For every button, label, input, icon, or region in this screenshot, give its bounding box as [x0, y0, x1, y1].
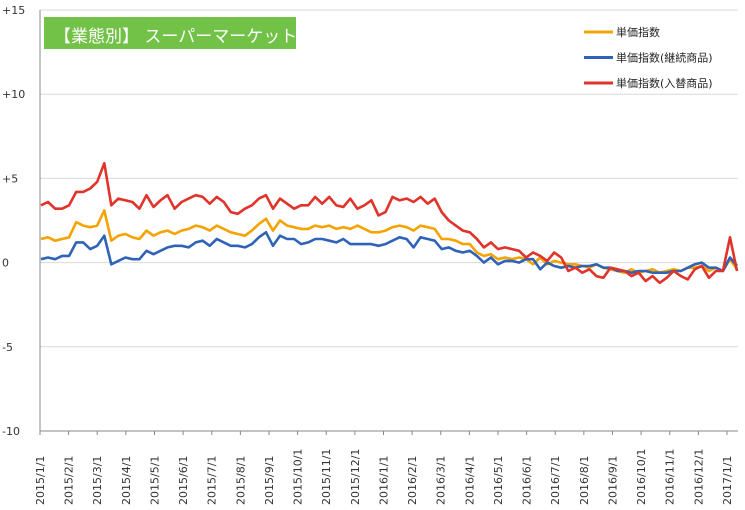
- x-tick-label: 2015/5/1: [148, 456, 161, 505]
- y-tick-label: 0: [2, 257, 9, 270]
- x-tick-label: 2016/10/1: [635, 449, 648, 505]
- y-tick-label: -5: [2, 341, 13, 354]
- x-tick-label: 2015/8/1: [234, 456, 247, 505]
- x-tick-label: 2015/12/1: [349, 449, 362, 505]
- series-line-2: [40, 161, 739, 285]
- y-tick-label: +15: [2, 4, 25, 17]
- x-tick-label: 2016/12/1: [692, 449, 705, 505]
- y-axis: +15 +10 +5 0 -5 -10: [2, 4, 738, 438]
- y-tick-label: +5: [2, 172, 18, 185]
- x-tick-label: 2015/10/1: [292, 449, 305, 505]
- x-tick-label: 2016/8/1: [578, 456, 591, 505]
- x-tick-label: 2016/5/1: [492, 456, 505, 505]
- chart-title-box: [44, 17, 296, 49]
- x-tick-label: 2016/1/1: [377, 456, 390, 505]
- x-tick-label: 2016/2/1: [406, 456, 419, 505]
- y-tick-label: +10: [2, 88, 25, 101]
- x-tick-label: 2015/3/1: [91, 456, 104, 505]
- x-tick-label: 2015/4/1: [120, 456, 133, 505]
- legend-label: 単価指数(継続商品): [616, 51, 713, 65]
- series-lines: [40, 161, 739, 285]
- x-tick-label: 2015/9/1: [263, 456, 276, 505]
- x-axis: 2015/1/1 2015/2/1 2015/3/1 2015/4/1 2015/5/1…: [34, 431, 734, 505]
- x-tick-label: 2015/7/1: [206, 456, 219, 505]
- x-tick-label: 2016/4/1: [463, 456, 476, 505]
- legend-background: [578, 14, 738, 92]
- chart-title: 【業態別】 スーパーマーケット: [54, 27, 298, 47]
- x-tick-label: 2016/11/1: [664, 449, 677, 505]
- series-line-1: [40, 231, 739, 275]
- x-tick-label: 2015/6/1: [177, 456, 190, 505]
- x-tick-label: 2015/1/1: [34, 456, 47, 505]
- x-tick-label: 2016/6/1: [521, 456, 534, 505]
- x-tick-label: 2015/2/1: [63, 456, 76, 505]
- x-tick-label: 2017/1/1: [721, 456, 734, 505]
- x-tick-label: 2015/11/1: [320, 449, 333, 505]
- x-tick-label: 2016/3/1: [435, 456, 448, 505]
- legend-label: 単価指数: [616, 25, 660, 39]
- y-tick-label: -10: [2, 425, 20, 438]
- legend-label: 単価指数(入替商品): [616, 76, 713, 90]
- x-tick-label: 2016/9/1: [606, 456, 619, 505]
- x-tick-label: 2016/7/1: [549, 456, 562, 505]
